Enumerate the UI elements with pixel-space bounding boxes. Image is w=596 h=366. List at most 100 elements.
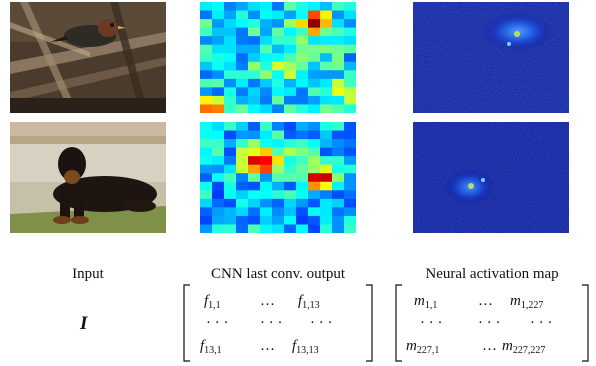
heatmap-cell xyxy=(272,190,285,200)
heatmap-cell xyxy=(284,104,297,113)
heatmap-cell xyxy=(272,173,285,183)
heatmap-cell xyxy=(260,198,273,208)
heatmap-cell xyxy=(272,130,285,140)
heatmap-cell xyxy=(236,130,249,140)
heatmap-cell xyxy=(320,61,333,71)
heatmap-cell xyxy=(320,95,333,105)
heatmap-cell xyxy=(224,53,237,63)
heatmap-cell xyxy=(332,19,345,29)
heatmap-cell xyxy=(308,95,321,105)
heatmap-cell xyxy=(308,10,321,20)
heatmap-cell xyxy=(212,198,225,208)
heatmap-cell xyxy=(332,53,345,63)
matrix-ellipsis: · · · xyxy=(478,315,501,331)
heatmap-cell xyxy=(212,224,225,233)
heatmap-cell xyxy=(248,198,261,208)
heatmap-cell xyxy=(272,215,285,225)
heatmap-cell xyxy=(320,36,333,46)
heatmap-cell xyxy=(224,224,237,233)
heatmap-cell xyxy=(272,207,285,217)
heatmap-cell xyxy=(260,122,273,132)
label-cnn-output: CNN last conv. output xyxy=(210,266,346,282)
heatmap-cell xyxy=(200,224,213,233)
heatmap-cell xyxy=(224,70,237,80)
heatmap-cell xyxy=(308,53,321,63)
heatmap-cell xyxy=(320,2,333,12)
heatmap-cell xyxy=(344,70,356,80)
matrix-ellipsis: … xyxy=(260,293,275,309)
matrix-ellipsis: · · · xyxy=(530,315,553,331)
heatmap-cell xyxy=(224,10,237,20)
heatmap-cell xyxy=(296,95,309,105)
heatmap-cell xyxy=(320,44,333,54)
heatmap-cell xyxy=(320,27,333,37)
heatmap-cell xyxy=(284,36,297,46)
heatmap-cell xyxy=(284,70,297,80)
heatmap-cell xyxy=(224,215,237,225)
heatmap-cell xyxy=(320,10,333,20)
heatmap-cell xyxy=(332,207,345,217)
heatmap-cell xyxy=(212,70,225,80)
heatmap-cell xyxy=(320,130,333,140)
heatmap-cell xyxy=(212,147,225,157)
matrix-ellipsis: · · · xyxy=(260,315,283,331)
heatmap-cell xyxy=(272,87,285,97)
heatmap-cell xyxy=(332,95,345,105)
matrix-cell-m-1-1: m1,1 xyxy=(414,293,438,311)
heatmap-cell xyxy=(248,207,261,217)
heatmap-cell xyxy=(236,2,249,12)
matrix-brackets xyxy=(183,284,373,362)
heatmap-cell xyxy=(236,10,249,20)
heatmap-cell xyxy=(248,104,261,113)
heatmap-cell xyxy=(248,173,261,183)
heatmap-cell xyxy=(332,44,345,54)
heatmap-cell xyxy=(200,78,213,88)
heatmap-cell xyxy=(296,36,309,46)
heatmap-cell xyxy=(248,19,261,29)
heatmap-cell xyxy=(320,122,333,132)
heatmap-cell xyxy=(332,224,345,233)
heatmap-cell xyxy=(236,36,249,46)
heatmap-cell xyxy=(200,19,213,29)
heatmap-cell xyxy=(284,10,297,20)
heatmap-cell xyxy=(332,78,345,88)
heatmap-cell xyxy=(224,156,237,166)
heatmap-cell xyxy=(236,164,249,174)
heatmap-cell xyxy=(284,207,297,217)
heatmap-cell xyxy=(344,95,356,105)
input-photo-dog xyxy=(10,122,166,233)
heatmap-cell xyxy=(284,147,297,157)
heatmap-cell xyxy=(332,122,345,132)
heatmap-cell xyxy=(332,139,345,149)
heatmap-cell xyxy=(248,27,261,37)
heatmap-cell xyxy=(308,173,321,183)
heatmap-cell xyxy=(200,44,213,54)
heatmap-cell xyxy=(272,2,285,12)
heatmap-cell xyxy=(248,139,261,149)
heatmap-cell xyxy=(248,61,261,71)
heatmap-cell xyxy=(260,130,273,140)
heatmap-cell xyxy=(320,53,333,63)
heatmap-cell xyxy=(224,27,237,37)
heatmap-cell xyxy=(212,44,225,54)
heatmap-cell xyxy=(320,19,333,29)
heatmap-cell xyxy=(308,104,321,113)
heatmap-cell xyxy=(248,181,261,191)
heatmap-cell xyxy=(200,95,213,105)
heatmap-cell xyxy=(260,2,273,12)
heatmap-cell xyxy=(260,147,273,157)
heatmap-cell xyxy=(344,224,356,233)
heatmap-cell xyxy=(248,122,261,132)
heatmap-cell xyxy=(320,156,333,166)
heatmap-cell xyxy=(236,70,249,80)
heatmap-cell xyxy=(308,198,321,208)
heatmap-cell xyxy=(296,130,309,140)
heatmap-cell xyxy=(332,173,345,183)
heatmap-cell xyxy=(200,10,213,20)
heatmap-cell xyxy=(344,53,356,63)
heatmap-cell xyxy=(284,215,297,225)
heatmap-cell xyxy=(260,27,273,37)
heatmap-cell xyxy=(344,215,356,225)
heatmap-cell xyxy=(308,61,321,71)
heatmap-cell xyxy=(224,207,237,217)
